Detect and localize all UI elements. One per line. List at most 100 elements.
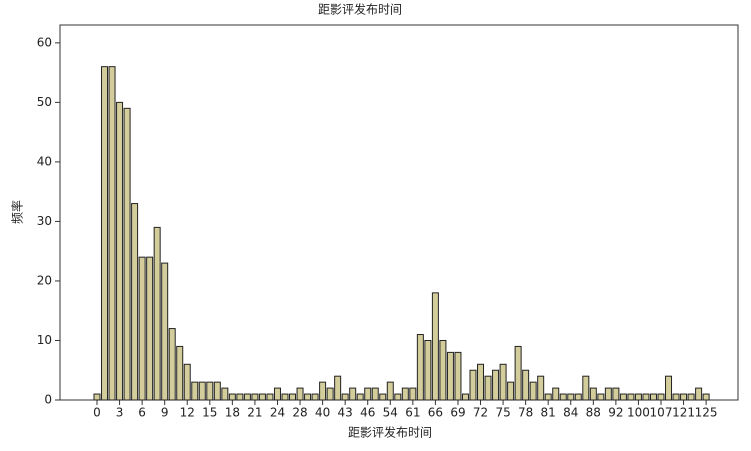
bar [424,339,432,401]
x-tick-label: 0 [93,406,101,420]
bar [446,351,454,401]
x-tick-label: 81 [541,406,556,420]
bar [251,393,259,401]
bar [116,101,124,401]
bar [589,387,597,401]
bar [702,393,710,401]
x-tick-label: 66 [428,406,443,420]
bar [567,393,575,401]
x-axis-label: 距影评发布时间 [348,425,432,440]
bar [461,393,469,401]
x-tick-label: 24 [270,406,285,420]
bar [559,393,567,401]
x-tick-label: 92 [608,406,623,420]
bar [161,262,169,401]
bar [492,369,500,401]
bar [304,393,312,401]
bar [379,393,387,401]
bar [619,393,627,401]
bar [191,381,199,401]
x-tick-label: 121 [672,406,695,420]
y-tick-label: 30 [37,214,52,228]
bar [168,328,176,401]
bar [499,363,507,401]
bar [604,387,612,401]
bar [146,256,154,401]
y-axis-label: 频率 [10,200,25,224]
bar [101,66,109,401]
bar [582,375,590,401]
bar [439,339,447,401]
x-tick-label: 40 [315,406,330,420]
bar [514,345,522,401]
bar [627,393,635,401]
bar [319,381,327,401]
bar [695,387,703,401]
bar [349,387,357,401]
x-tick-label: 9 [161,406,169,420]
bar [394,393,402,401]
bar [311,393,319,401]
bar [680,393,688,401]
bar [386,381,394,401]
bar [574,393,582,401]
bar [289,393,297,401]
bar [153,226,161,401]
x-tick-label: 15 [202,406,217,420]
x-tick-label: 3 [116,406,124,420]
bar [665,375,673,401]
y-tick-label: 40 [37,154,52,168]
x-tick-label: 12 [180,406,195,420]
bar [416,334,424,401]
x-tick-label: 6 [138,406,146,420]
bar [266,393,274,401]
bar [198,381,206,401]
bar [356,393,364,401]
bar [213,381,221,401]
bar [228,393,236,401]
bar [281,393,289,401]
bar [243,393,251,401]
bar [409,387,417,401]
bar [341,393,349,401]
x-tick-label: 75 [495,406,510,420]
bar [401,387,409,401]
bar [138,256,146,401]
x-tick-label: 28 [292,406,307,420]
bar [183,363,191,401]
bar [131,203,139,401]
bar [642,393,650,401]
x-tick-label: 100 [627,406,650,420]
bar [537,375,545,401]
bar [273,387,281,401]
bar [371,387,379,401]
x-tick-label: 54 [383,406,398,420]
bar [649,393,657,401]
bar [507,381,515,401]
bar [326,387,334,401]
bar [176,345,184,401]
x-tick-label: 125 [695,406,718,420]
bar [258,393,266,401]
x-tick-label: 18 [225,406,240,420]
bar [469,369,477,401]
x-tick-label: 107 [650,406,673,420]
bar [477,363,485,401]
x-tick-label: 69 [450,406,465,420]
x-tick-label: 84 [563,406,578,420]
bar [529,381,537,401]
bar [552,387,560,401]
x-tick-label: 21 [247,406,262,420]
y-tick-label: 60 [37,35,52,49]
bar [431,292,439,401]
bar [334,375,342,401]
bar [612,387,620,401]
bar [522,369,530,401]
x-tick-label: 61 [405,406,420,420]
y-tick-label: 20 [37,273,52,287]
x-tick-label: 88 [586,406,601,420]
bar [93,393,101,401]
x-tick-label: 78 [518,406,533,420]
bar [108,66,116,401]
